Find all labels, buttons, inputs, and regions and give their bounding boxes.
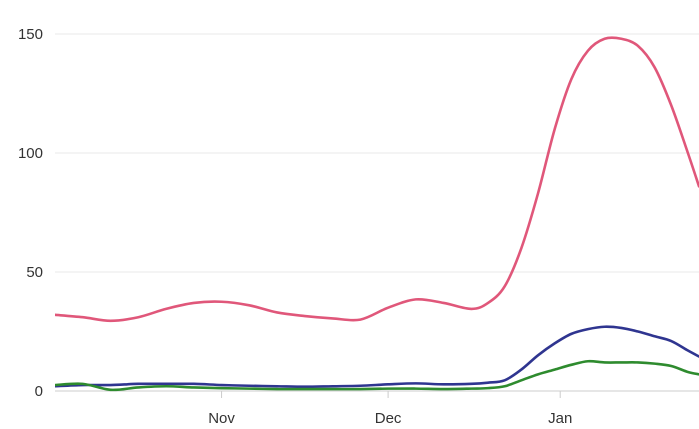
y-tick-label: 150 [18, 26, 43, 43]
y-tick-label: 100 [18, 145, 43, 162]
gridlines [55, 33, 699, 273]
x-tick-label: Dec [375, 410, 402, 427]
series-lines [55, 36, 699, 392]
y-axis-tick-labels: 0 50 100 150 [18, 26, 43, 400]
series-line-2 [55, 325, 699, 389]
y-tick-label: 50 [26, 264, 43, 281]
x-tick-label: Jan [548, 410, 572, 427]
x-axis-tick-labels: Nov Dec Jan [208, 410, 572, 427]
series-line-3 [55, 359, 699, 392]
x-axis [55, 390, 699, 398]
series-line-1 [55, 36, 699, 323]
y-tick-label: 0 [35, 383, 43, 400]
x-tick-label: Nov [208, 410, 235, 427]
